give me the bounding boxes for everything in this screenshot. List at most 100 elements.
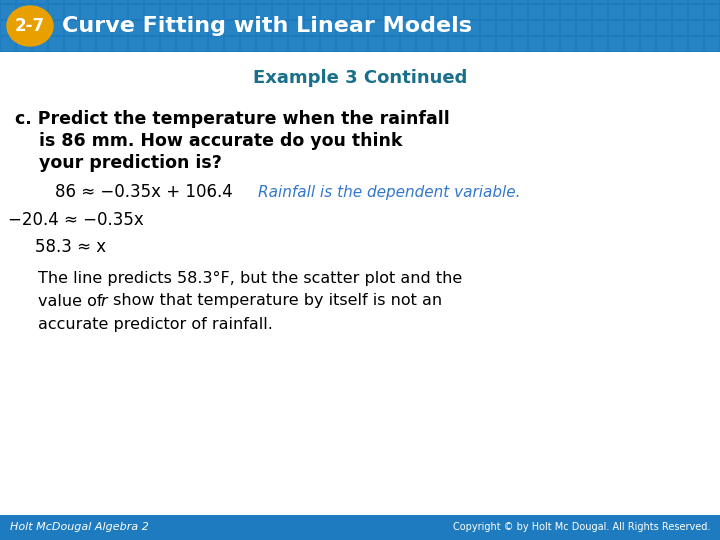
Text: r: r	[100, 294, 107, 308]
FancyBboxPatch shape	[97, 37, 111, 51]
FancyBboxPatch shape	[497, 5, 511, 19]
FancyBboxPatch shape	[33, 21, 47, 35]
FancyBboxPatch shape	[689, 0, 703, 3]
FancyBboxPatch shape	[257, 5, 271, 19]
FancyBboxPatch shape	[305, 21, 319, 35]
FancyBboxPatch shape	[17, 5, 31, 19]
FancyBboxPatch shape	[577, 21, 591, 35]
FancyBboxPatch shape	[625, 37, 639, 51]
FancyBboxPatch shape	[401, 5, 415, 19]
FancyBboxPatch shape	[257, 0, 271, 3]
FancyBboxPatch shape	[529, 5, 543, 19]
FancyBboxPatch shape	[33, 5, 47, 19]
FancyBboxPatch shape	[225, 37, 239, 51]
FancyBboxPatch shape	[513, 0, 527, 3]
FancyBboxPatch shape	[161, 0, 175, 3]
FancyBboxPatch shape	[401, 21, 415, 35]
FancyBboxPatch shape	[673, 21, 687, 35]
FancyBboxPatch shape	[225, 21, 239, 35]
FancyBboxPatch shape	[433, 0, 447, 3]
FancyBboxPatch shape	[177, 0, 191, 3]
FancyBboxPatch shape	[225, 5, 239, 19]
FancyBboxPatch shape	[97, 5, 111, 19]
FancyBboxPatch shape	[145, 37, 159, 51]
FancyBboxPatch shape	[369, 5, 383, 19]
FancyBboxPatch shape	[353, 37, 367, 51]
Text: value of: value of	[38, 294, 107, 308]
FancyBboxPatch shape	[241, 21, 255, 35]
FancyBboxPatch shape	[209, 21, 223, 35]
FancyBboxPatch shape	[161, 21, 175, 35]
FancyBboxPatch shape	[481, 37, 495, 51]
FancyBboxPatch shape	[177, 5, 191, 19]
FancyBboxPatch shape	[417, 21, 431, 35]
FancyBboxPatch shape	[513, 5, 527, 19]
Text: Example 3 Continued: Example 3 Continued	[253, 69, 467, 87]
FancyBboxPatch shape	[305, 0, 319, 3]
FancyBboxPatch shape	[145, 5, 159, 19]
FancyBboxPatch shape	[465, 21, 479, 35]
Ellipse shape	[7, 6, 53, 46]
FancyBboxPatch shape	[433, 21, 447, 35]
FancyBboxPatch shape	[417, 0, 431, 3]
FancyBboxPatch shape	[33, 0, 47, 3]
FancyBboxPatch shape	[641, 0, 655, 3]
FancyBboxPatch shape	[369, 0, 383, 3]
Text: Curve Fitting with Linear Models: Curve Fitting with Linear Models	[62, 16, 472, 36]
FancyBboxPatch shape	[289, 37, 303, 51]
FancyBboxPatch shape	[193, 5, 207, 19]
FancyBboxPatch shape	[145, 21, 159, 35]
FancyBboxPatch shape	[305, 37, 319, 51]
FancyBboxPatch shape	[273, 37, 287, 51]
FancyBboxPatch shape	[273, 0, 287, 3]
Text: Holt McDougal Algebra 2: Holt McDougal Algebra 2	[10, 523, 149, 532]
Text: accurate predictor of rainfall.: accurate predictor of rainfall.	[38, 316, 273, 332]
FancyBboxPatch shape	[465, 37, 479, 51]
FancyBboxPatch shape	[513, 21, 527, 35]
FancyBboxPatch shape	[17, 0, 31, 3]
FancyBboxPatch shape	[353, 0, 367, 3]
FancyBboxPatch shape	[449, 21, 463, 35]
FancyBboxPatch shape	[193, 21, 207, 35]
Text: c. Predict the temperature when the rainfall: c. Predict the temperature when the rain…	[15, 110, 450, 128]
FancyBboxPatch shape	[0, 515, 720, 540]
FancyBboxPatch shape	[113, 5, 127, 19]
FancyBboxPatch shape	[625, 21, 639, 35]
FancyBboxPatch shape	[1, 37, 15, 51]
FancyBboxPatch shape	[49, 37, 63, 51]
FancyBboxPatch shape	[113, 0, 127, 3]
FancyBboxPatch shape	[337, 21, 351, 35]
FancyBboxPatch shape	[641, 21, 655, 35]
FancyBboxPatch shape	[673, 37, 687, 51]
FancyBboxPatch shape	[321, 37, 335, 51]
FancyBboxPatch shape	[673, 0, 687, 3]
FancyBboxPatch shape	[529, 21, 543, 35]
FancyBboxPatch shape	[433, 5, 447, 19]
FancyBboxPatch shape	[449, 5, 463, 19]
FancyBboxPatch shape	[385, 37, 399, 51]
FancyBboxPatch shape	[1, 21, 15, 35]
FancyBboxPatch shape	[337, 0, 351, 3]
FancyBboxPatch shape	[81, 0, 95, 3]
FancyBboxPatch shape	[113, 37, 127, 51]
FancyBboxPatch shape	[577, 5, 591, 19]
FancyBboxPatch shape	[273, 21, 287, 35]
FancyBboxPatch shape	[609, 21, 623, 35]
FancyBboxPatch shape	[561, 0, 575, 3]
FancyBboxPatch shape	[129, 37, 143, 51]
FancyBboxPatch shape	[209, 0, 223, 3]
FancyBboxPatch shape	[97, 0, 111, 3]
FancyBboxPatch shape	[545, 0, 559, 3]
FancyBboxPatch shape	[321, 5, 335, 19]
FancyBboxPatch shape	[401, 0, 415, 3]
FancyBboxPatch shape	[641, 37, 655, 51]
FancyBboxPatch shape	[321, 0, 335, 3]
FancyBboxPatch shape	[529, 37, 543, 51]
FancyBboxPatch shape	[497, 21, 511, 35]
FancyBboxPatch shape	[289, 0, 303, 3]
FancyBboxPatch shape	[369, 21, 383, 35]
FancyBboxPatch shape	[529, 0, 543, 3]
FancyBboxPatch shape	[337, 5, 351, 19]
FancyBboxPatch shape	[401, 37, 415, 51]
FancyBboxPatch shape	[481, 0, 495, 3]
